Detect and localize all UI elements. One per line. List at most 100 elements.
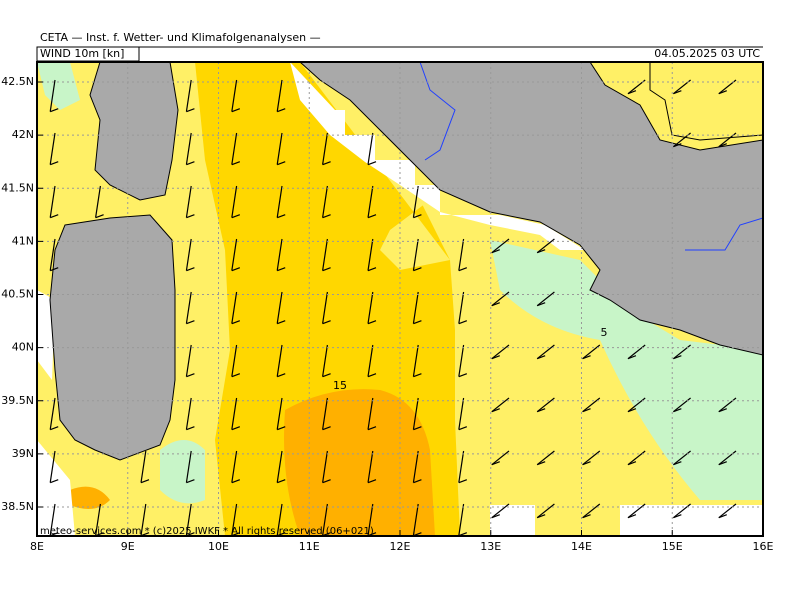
wind-barb-feather: [186, 108, 195, 113]
wind-15-20: [284, 389, 435, 536]
wind-barb: [458, 344, 465, 377]
wind-barb: [491, 238, 510, 254]
wind-barb: [491, 344, 510, 360]
wind-barb: [322, 450, 328, 483]
wind-barb-feather: [231, 267, 241, 272]
wind-barb-feather: [718, 90, 727, 95]
wind-barb-feather: [277, 108, 286, 113]
wind-barb: [140, 450, 147, 483]
wind-barb: [412, 397, 419, 430]
wind-barb: [627, 503, 646, 519]
wind-barb: [367, 238, 374, 271]
wind-barb: [582, 503, 601, 519]
wind-barb: [536, 344, 555, 360]
wind-barb: [458, 397, 465, 430]
wind-barb: [322, 185, 328, 218]
wind-barb-feather: [367, 320, 377, 325]
wind-barb: [140, 503, 147, 536]
wind-barb-feather: [673, 90, 682, 95]
wind-barb-feather: [322, 267, 331, 272]
wind-barb-feather: [491, 302, 500, 307]
wind-barb: [49, 238, 56, 271]
lon-label: 16E: [753, 540, 774, 553]
wind-barb: [322, 397, 328, 430]
wind-barb-feather: [367, 161, 377, 166]
wind-barb: [322, 238, 328, 271]
footer: meteo-services.com * (c)2025 IWKF * All …: [40, 526, 374, 537]
wind-barb: [718, 450, 737, 466]
river: [419, 62, 456, 161]
wind-barb-feather: [322, 479, 331, 484]
wind-barb: [276, 291, 283, 324]
wind-barb-feather: [277, 267, 286, 272]
wind-barb-feather: [231, 320, 241, 325]
map-frame: [36, 61, 764, 537]
wind-5-10: [300, 62, 450, 270]
wind-barb-feather: [458, 426, 468, 431]
river: [685, 217, 763, 251]
lat-label: 40N: [12, 341, 34, 354]
wind-barb-feather: [50, 161, 59, 166]
lat-label: 41N: [12, 234, 34, 247]
wind-barb: [367, 132, 374, 165]
wind-barb: [536, 397, 555, 413]
wind-barb: [367, 397, 374, 430]
wind-barb-feather: [413, 373, 422, 378]
wind-barb-feather: [627, 408, 637, 413]
wind-barb-feather: [277, 161, 286, 166]
wind-barb-feather: [277, 479, 286, 484]
wind-barb-feather: [367, 426, 377, 431]
wind-barb: [672, 450, 691, 466]
wind-barb-feather: [322, 426, 331, 431]
wind-0-5: [160, 440, 205, 504]
wind-barb-feather: [536, 355, 546, 360]
wind-barb: [536, 291, 555, 307]
wind-barb: [231, 344, 238, 377]
wind-barb-feather: [718, 514, 727, 519]
lat-label: 41.5N: [1, 181, 34, 194]
wind-barb: [276, 503, 283, 536]
wind-barb-feather: [231, 214, 241, 219]
wind-0-5: [490, 240, 763, 500]
wind-barb: [412, 291, 419, 324]
wind-barb: [536, 238, 555, 254]
wind-barb-feather: [231, 426, 241, 431]
wind-barb-feather: [458, 479, 468, 484]
wind-barb-feather: [50, 214, 59, 219]
wind-barb-feather: [186, 214, 195, 219]
wind-barb-feather: [718, 408, 727, 413]
wind-barb: [185, 132, 192, 165]
wind-barb: [185, 450, 192, 483]
wind-barb-feather: [582, 461, 591, 466]
wind-barb: [458, 238, 465, 271]
wind-barb-feather: [536, 408, 546, 413]
wind-barb-feather: [186, 267, 195, 272]
wind-barb: [49, 450, 56, 483]
land-sardinia: [49, 214, 176, 461]
wind-barb: [322, 291, 328, 324]
wind-barb-feather: [673, 514, 682, 519]
wind-barb: [582, 397, 601, 413]
lat-label: 39N: [12, 447, 34, 460]
contour-label: 15: [333, 379, 347, 392]
wind-barb-feather: [491, 355, 500, 360]
wind-barb: [367, 450, 374, 483]
wind-barb-feather: [277, 320, 286, 325]
land-corsica: [89, 62, 179, 201]
wind-barb-feather: [186, 426, 195, 431]
lat-label: 40.5N: [1, 288, 34, 301]
wind-barb-feather: [627, 514, 637, 519]
wind-barb-feather: [322, 161, 331, 166]
wind-barb-feather: [50, 479, 59, 484]
wind-barb: [49, 397, 56, 430]
lon-label: 14E: [571, 540, 592, 553]
wind-barb: [231, 238, 238, 271]
wind-barb: [185, 397, 192, 430]
wind-barb: [718, 503, 737, 519]
wind-barb-feather: [322, 320, 331, 325]
wind-barb-feather: [186, 320, 195, 325]
lon-label: 11E: [299, 540, 320, 553]
wind-barb: [49, 503, 56, 536]
wind-barb-feather: [231, 161, 241, 166]
wind-barb: [231, 397, 238, 430]
